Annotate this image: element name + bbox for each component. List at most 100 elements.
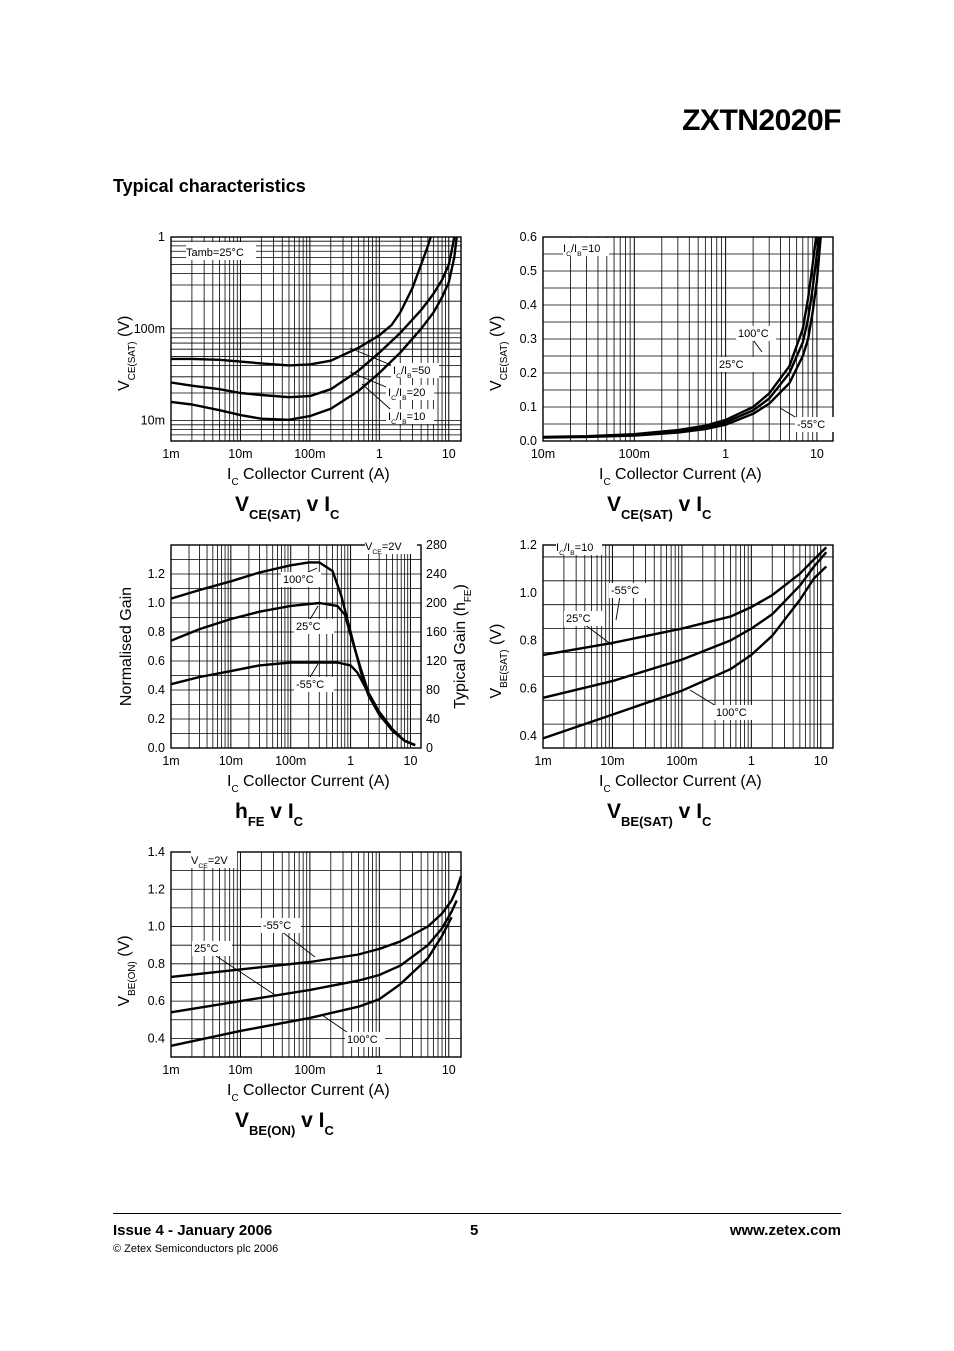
chart-vcesat-ratio: 1m 10m 100m 1 10 1 100m 10m IC Collector Current…	[116, 230, 462, 522]
x-tick-label: 10	[814, 754, 828, 768]
y-tick-label: 100m	[134, 322, 165, 336]
condition-box	[191, 850, 237, 868]
section-title: Typical characteristics	[113, 176, 306, 196]
x-tick-label: 1	[722, 447, 729, 461]
x-axis-label: IC Collector Current (A)	[599, 773, 762, 795]
x-tick-label: 10m	[228, 1063, 252, 1077]
y-tick-label: 0.4	[520, 729, 537, 743]
series-line-1	[542, 551, 828, 699]
y-tick-label: 0.0	[520, 434, 537, 448]
series-label-bg	[281, 572, 321, 587]
x-tick-label: 10	[404, 754, 418, 768]
plot-frame	[170, 544, 422, 749]
series-label-bg	[795, 417, 835, 432]
condition-box	[563, 238, 609, 256]
y-tick-label: 0.8	[148, 957, 165, 971]
series-line-2	[542, 565, 828, 740]
x-tick-label: 100m	[294, 1063, 325, 1077]
grid	[542, 236, 833, 442]
y-axis-label: VBE(ON) (V)	[116, 935, 138, 1006]
x-tick-label: 1m	[162, 447, 179, 461]
y-tick-label: 0.4	[520, 298, 537, 312]
series-label: -55°C	[263, 920, 291, 932]
footer-issue: Issue 4 - January 2006	[113, 1222, 273, 1239]
y-tick-label: 0.1	[520, 400, 537, 414]
plot-frame	[542, 544, 834, 749]
series-label-bg	[736, 326, 776, 341]
chart-vbesat: 1m 10m 100m 1 10 0.4 0.6 0.8 1.0 1.2 IC Collector …	[488, 537, 834, 829]
series-label-bg	[261, 918, 301, 933]
y-tick-label: 0.6	[148, 654, 165, 668]
series-label-bg	[391, 363, 439, 378]
condition-box	[556, 537, 602, 555]
chart-vbeon: 1m 10m 100m 1 10 0.4 0.6 0.8 1.0 1.2 1.4 IC Collect…	[116, 845, 463, 1138]
series-label: -55°C	[797, 419, 825, 431]
y-tick-label: 0.0	[148, 741, 165, 755]
series-label: IC/IB=10	[388, 411, 425, 426]
series-line-0	[170, 875, 463, 979]
x-axis-label: IC Collector Current (A)	[227, 1082, 390, 1104]
series-line-0	[170, 236, 458, 421]
x-tick-label: 100m	[619, 447, 650, 461]
y2-tick-label: 80	[426, 683, 440, 697]
x-tick-label: 10	[442, 447, 456, 461]
series-label: 100°C	[716, 707, 747, 719]
series-label-bg	[294, 619, 334, 634]
x-tick-label: 10m	[600, 754, 624, 768]
series-label: 100°C	[347, 1034, 378, 1046]
y-tick-label: 1.0	[520, 586, 537, 600]
x-tick-label: 1	[748, 754, 755, 768]
x-tick-label: 100m	[275, 754, 306, 768]
series-line-1	[170, 236, 456, 399]
series-label: 25°C	[566, 613, 591, 625]
series-label-bg	[386, 385, 434, 400]
series-line-2	[542, 236, 822, 439]
condition-box	[365, 536, 417, 554]
y-tick-label: 1	[158, 230, 165, 244]
condition-box	[186, 242, 256, 260]
chart-hfe: 1m 10m 100m 1 10 0.0 0.2 0.4 0.6 0.8 1.0 1.2 0 40 80 12…	[118, 536, 474, 829]
series-label-bg	[609, 583, 649, 598]
series-label: IC/IB=50	[393, 365, 430, 380]
footer-page-number: 5	[470, 1222, 479, 1239]
x-axis-label: IC Collector Current (A)	[599, 466, 762, 488]
y-axis-label: Normalised Gain	[118, 587, 135, 706]
series-line-2	[170, 661, 416, 747]
y-tick-label: 1.0	[148, 596, 165, 610]
x-tick-label: 100m	[294, 447, 325, 461]
chart-title: VCE(SAT) v IC	[235, 493, 340, 522]
chart-title: hFE v IC	[235, 800, 304, 829]
x-tick-label: 1m	[534, 754, 551, 768]
y-tick-label: 1.2	[520, 538, 537, 552]
footer-website[interactable]: www.zetex.com	[729, 1222, 841, 1239]
series-line-0	[170, 561, 416, 747]
chart-title: VCE(SAT) v IC	[607, 493, 712, 522]
x-tick-label: 10	[810, 447, 824, 461]
series-label: IC/IB=20	[388, 387, 425, 402]
series-label: 100°C	[283, 574, 314, 586]
part-number-title: ZXTN2020F	[682, 104, 841, 137]
x-tick-label: 1	[347, 754, 354, 768]
condition-label: VCE=2V	[191, 855, 228, 870]
y2-axis-label: Typical Gain (hFE)	[452, 584, 474, 709]
y-tick-label: 1.2	[148, 882, 165, 896]
y-axis-label: VCE(SAT) (V)	[488, 316, 510, 391]
y-tick-label: 0.3	[520, 332, 537, 346]
series-line-2	[171, 236, 432, 367]
series-line-1	[170, 899, 458, 1014]
chart-vcesat-temp: 10m 100m 1 10 0.0 0.1 0.2 0.3 0.4 0.5 0.6 IC Collec…	[488, 230, 835, 522]
series-label-bg	[192, 941, 232, 956]
series-label-bg	[564, 611, 604, 626]
x-tick-label: 1	[376, 447, 383, 461]
plot-frame	[542, 236, 834, 442]
condition-label: IC/IB=10	[563, 243, 600, 258]
series-label: 25°C	[194, 943, 219, 955]
chart-title: VBE(ON) v IC	[235, 1109, 334, 1138]
plot-frame	[170, 851, 462, 1058]
y-tick-label: 0.6	[520, 230, 537, 244]
series-label-bg	[345, 1032, 385, 1047]
footer-divider	[113, 1213, 841, 1214]
series-label-bg	[294, 677, 334, 692]
y2-tick-label: 40	[426, 712, 440, 726]
